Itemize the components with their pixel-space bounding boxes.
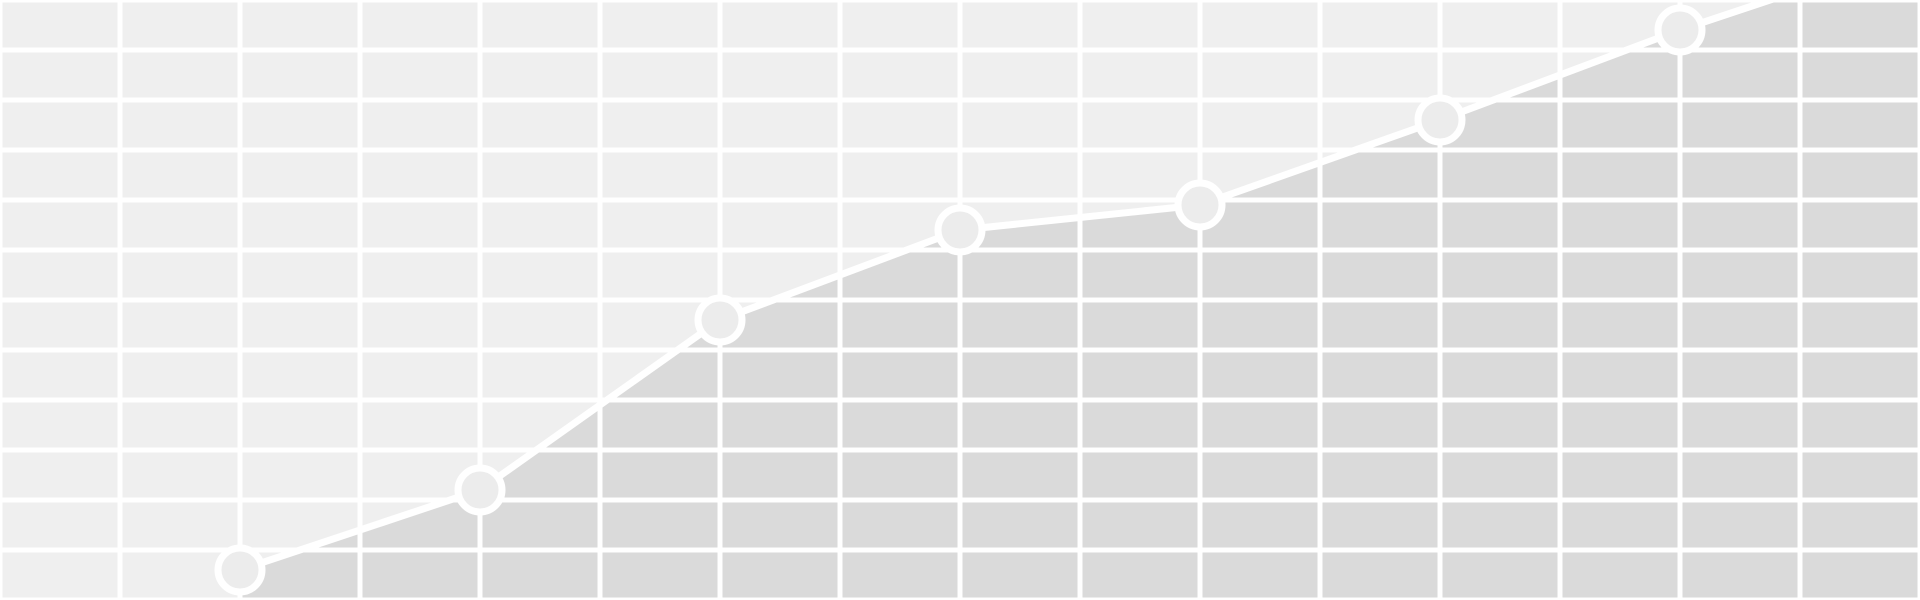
data-point-marker (1174, 179, 1226, 231)
data-point-marker (934, 204, 986, 256)
data-point-marker (214, 544, 266, 596)
data-point-marker (454, 464, 506, 516)
data-point-marker (1414, 94, 1466, 146)
data-point-marker (694, 294, 746, 346)
data-point-marker (1654, 4, 1706, 56)
series-line (238, 0, 1782, 574)
